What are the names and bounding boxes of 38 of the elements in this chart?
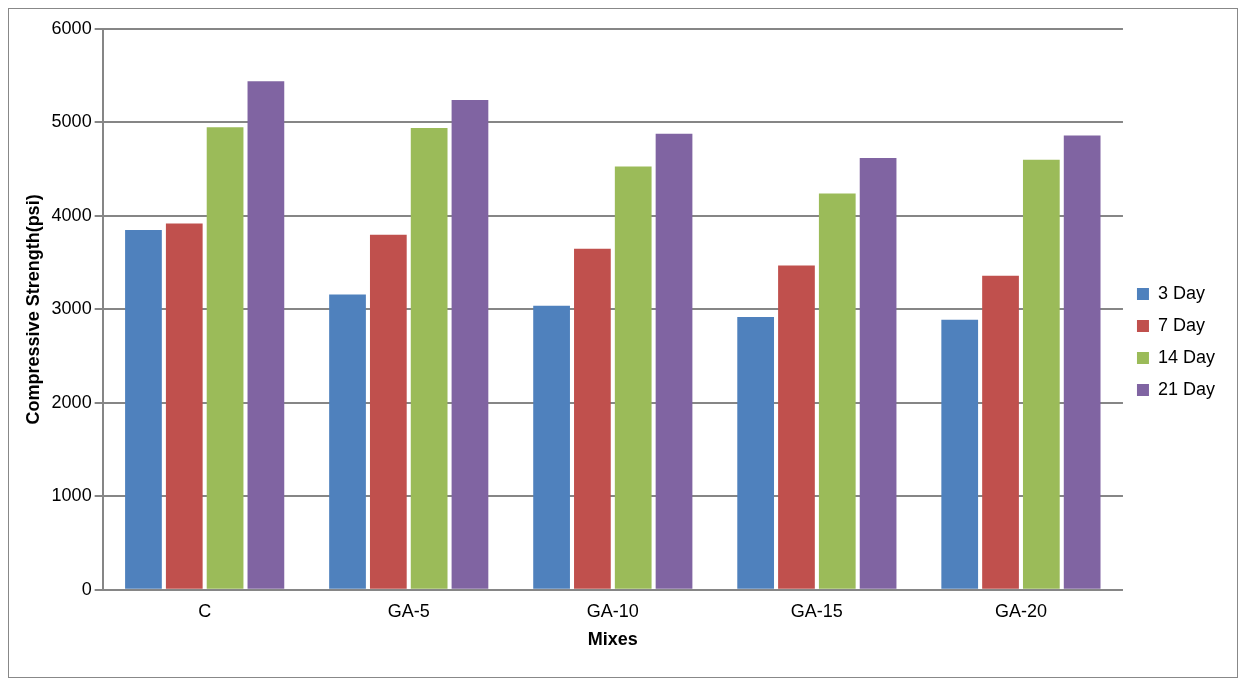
y-tick-label: 5000 xyxy=(51,111,92,132)
bar xyxy=(247,81,285,589)
y-tick-label: 2000 xyxy=(51,391,92,412)
bar xyxy=(533,305,570,589)
y-axis-title: Compressive Strength(psi) xyxy=(22,194,43,425)
bar xyxy=(941,319,979,589)
legend-label: 21 Day xyxy=(1157,378,1216,399)
bar xyxy=(574,248,611,589)
bar xyxy=(818,193,856,589)
y-tick-label: 0 xyxy=(81,578,92,599)
bar xyxy=(410,128,448,589)
bar xyxy=(369,234,407,589)
x-tick-label: C xyxy=(198,600,212,621)
bar xyxy=(778,265,815,589)
bar xyxy=(1063,135,1101,589)
y-tick-label: 6000 xyxy=(51,17,92,38)
legend-label: 3 Day xyxy=(1157,282,1205,303)
bar xyxy=(329,294,366,589)
y-tick-label: 3000 xyxy=(51,298,92,319)
y-tick-label: 1000 xyxy=(51,485,92,506)
x-tick-label: GA-5 xyxy=(387,600,430,621)
x-tick-label: GA-20 xyxy=(994,600,1047,621)
x-tick-label: GA-15 xyxy=(790,600,843,621)
bar xyxy=(982,275,1019,589)
bar xyxy=(655,133,693,589)
bar xyxy=(206,127,244,589)
bar xyxy=(859,157,897,589)
bar xyxy=(737,316,775,589)
y-tick-label: 4000 xyxy=(51,204,92,225)
bar xyxy=(125,229,162,589)
legend-label: 7 Day xyxy=(1157,314,1205,335)
bar xyxy=(165,223,203,589)
bar xyxy=(451,100,489,589)
bar xyxy=(1022,159,1060,589)
bar xyxy=(614,166,652,589)
legend-label: 14 Day xyxy=(1157,346,1216,367)
x-axis-title: Mixes xyxy=(587,629,638,650)
x-tick-label: GA-10 xyxy=(586,600,639,621)
